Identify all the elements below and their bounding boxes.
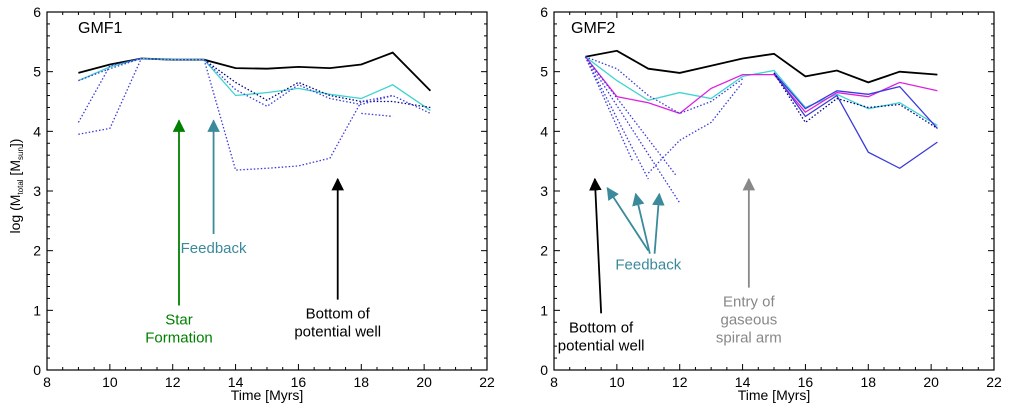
x-tick-label: 12	[672, 374, 688, 390]
x-axis-label: Time [Myrs]	[738, 387, 811, 403]
y-tick-label: 2	[33, 243, 41, 259]
annotation-arrow	[632, 192, 651, 254]
dotted-series-line	[584, 56, 634, 162]
panel-title: GMF1	[78, 20, 123, 37]
x-tick-label: 10	[609, 374, 625, 390]
panel-gmf1: log (Mtotal [Msun]) GMF1 Time [Myrs] 8 10…	[7, 4, 495, 403]
annotation-arrow	[589, 177, 603, 314]
series-line	[78, 51, 432, 92]
plot-frame	[46, 11, 488, 371]
y-tick-label: 4	[33, 123, 41, 139]
x-tick-label: 22	[986, 374, 1002, 390]
dotted-series-line	[203, 59, 393, 171]
annotation-layer: Star Formation Feedback Bottom of potential …	[145, 119, 381, 347]
y-tick-label: 3	[33, 183, 41, 199]
dotted-series-line	[78, 58, 142, 135]
annotation-label: Bottom of potential well	[558, 319, 645, 354]
annotation-label: Feedback	[181, 240, 247, 257]
y-tick-label: 5	[33, 64, 41, 80]
x-tick-label: 20	[923, 374, 939, 390]
y-tick-label: 5	[540, 64, 548, 80]
panel-gmf2: GMF2 Time [Myrs] 8 10 12 14 16 18 20 220123456 …	[540, 4, 1002, 403]
dotted-series-line	[584, 56, 649, 180]
annotation-arrow	[652, 192, 665, 254]
series-layer	[77, 51, 432, 171]
series-line	[585, 49, 938, 84]
dotted-series-line	[584, 56, 678, 177]
x-tick-label: 14	[735, 374, 751, 390]
series-line	[773, 72, 938, 170]
y-tick-label: 0	[33, 362, 41, 378]
y-tick-label: 1	[33, 302, 41, 318]
x-tick-label: 14	[228, 374, 244, 390]
series-line	[78, 57, 431, 111]
annotation-label: Star Formation	[145, 312, 213, 347]
x-tick-label: 16	[291, 374, 307, 390]
annotation-label: Entry of gaseous spiral arm	[716, 294, 782, 347]
dotted-series-line	[585, 56, 743, 115]
x-tick-label: 22	[479, 374, 495, 390]
x-tick-label: 18	[353, 374, 369, 390]
x-tick-label: 10	[102, 374, 118, 390]
y-tick-label: 6	[540, 4, 548, 20]
y-tick-label: 3	[540, 183, 548, 199]
y-tick-label: 6	[33, 4, 41, 20]
dotted-series-line	[78, 57, 431, 114]
y-tick-label: 2	[540, 243, 548, 259]
annotation-label: Feedback	[615, 257, 681, 274]
x-tick-label: 18	[860, 374, 876, 390]
dotted-series-line	[647, 81, 744, 174]
series-line	[584, 56, 938, 115]
dotted-series-line	[77, 57, 142, 123]
x-axis-label: Time [Myrs]	[231, 387, 304, 403]
x-tick-label: 8	[43, 374, 51, 390]
x-tick-label: 16	[798, 374, 814, 390]
x-tick-label: 20	[416, 374, 432, 390]
annotation-layer: Bottom of potential well Feedback Entry of g…	[558, 177, 782, 354]
series-line	[585, 56, 938, 126]
x-tick-label: 8	[550, 374, 558, 390]
annotation-label: Bottom of potential well	[294, 306, 381, 341]
dotted-series-line	[141, 57, 431, 109]
y-tick-label: 0	[540, 362, 548, 378]
y-tick-label: 4	[540, 123, 548, 139]
series-line	[773, 72, 938, 129]
dotted-series-line	[584, 56, 681, 204]
x-tick-label: 12	[165, 374, 181, 390]
y-tick-label: 1	[540, 302, 548, 318]
series-layer	[584, 49, 938, 204]
y-axis-label: log (Mtotal [Msun])	[7, 139, 25, 234]
plot-frame	[553, 11, 995, 371]
panel-title: GMF2	[571, 20, 616, 37]
dotted-series-line	[361, 112, 393, 118]
annotation-arrow	[606, 186, 650, 252]
